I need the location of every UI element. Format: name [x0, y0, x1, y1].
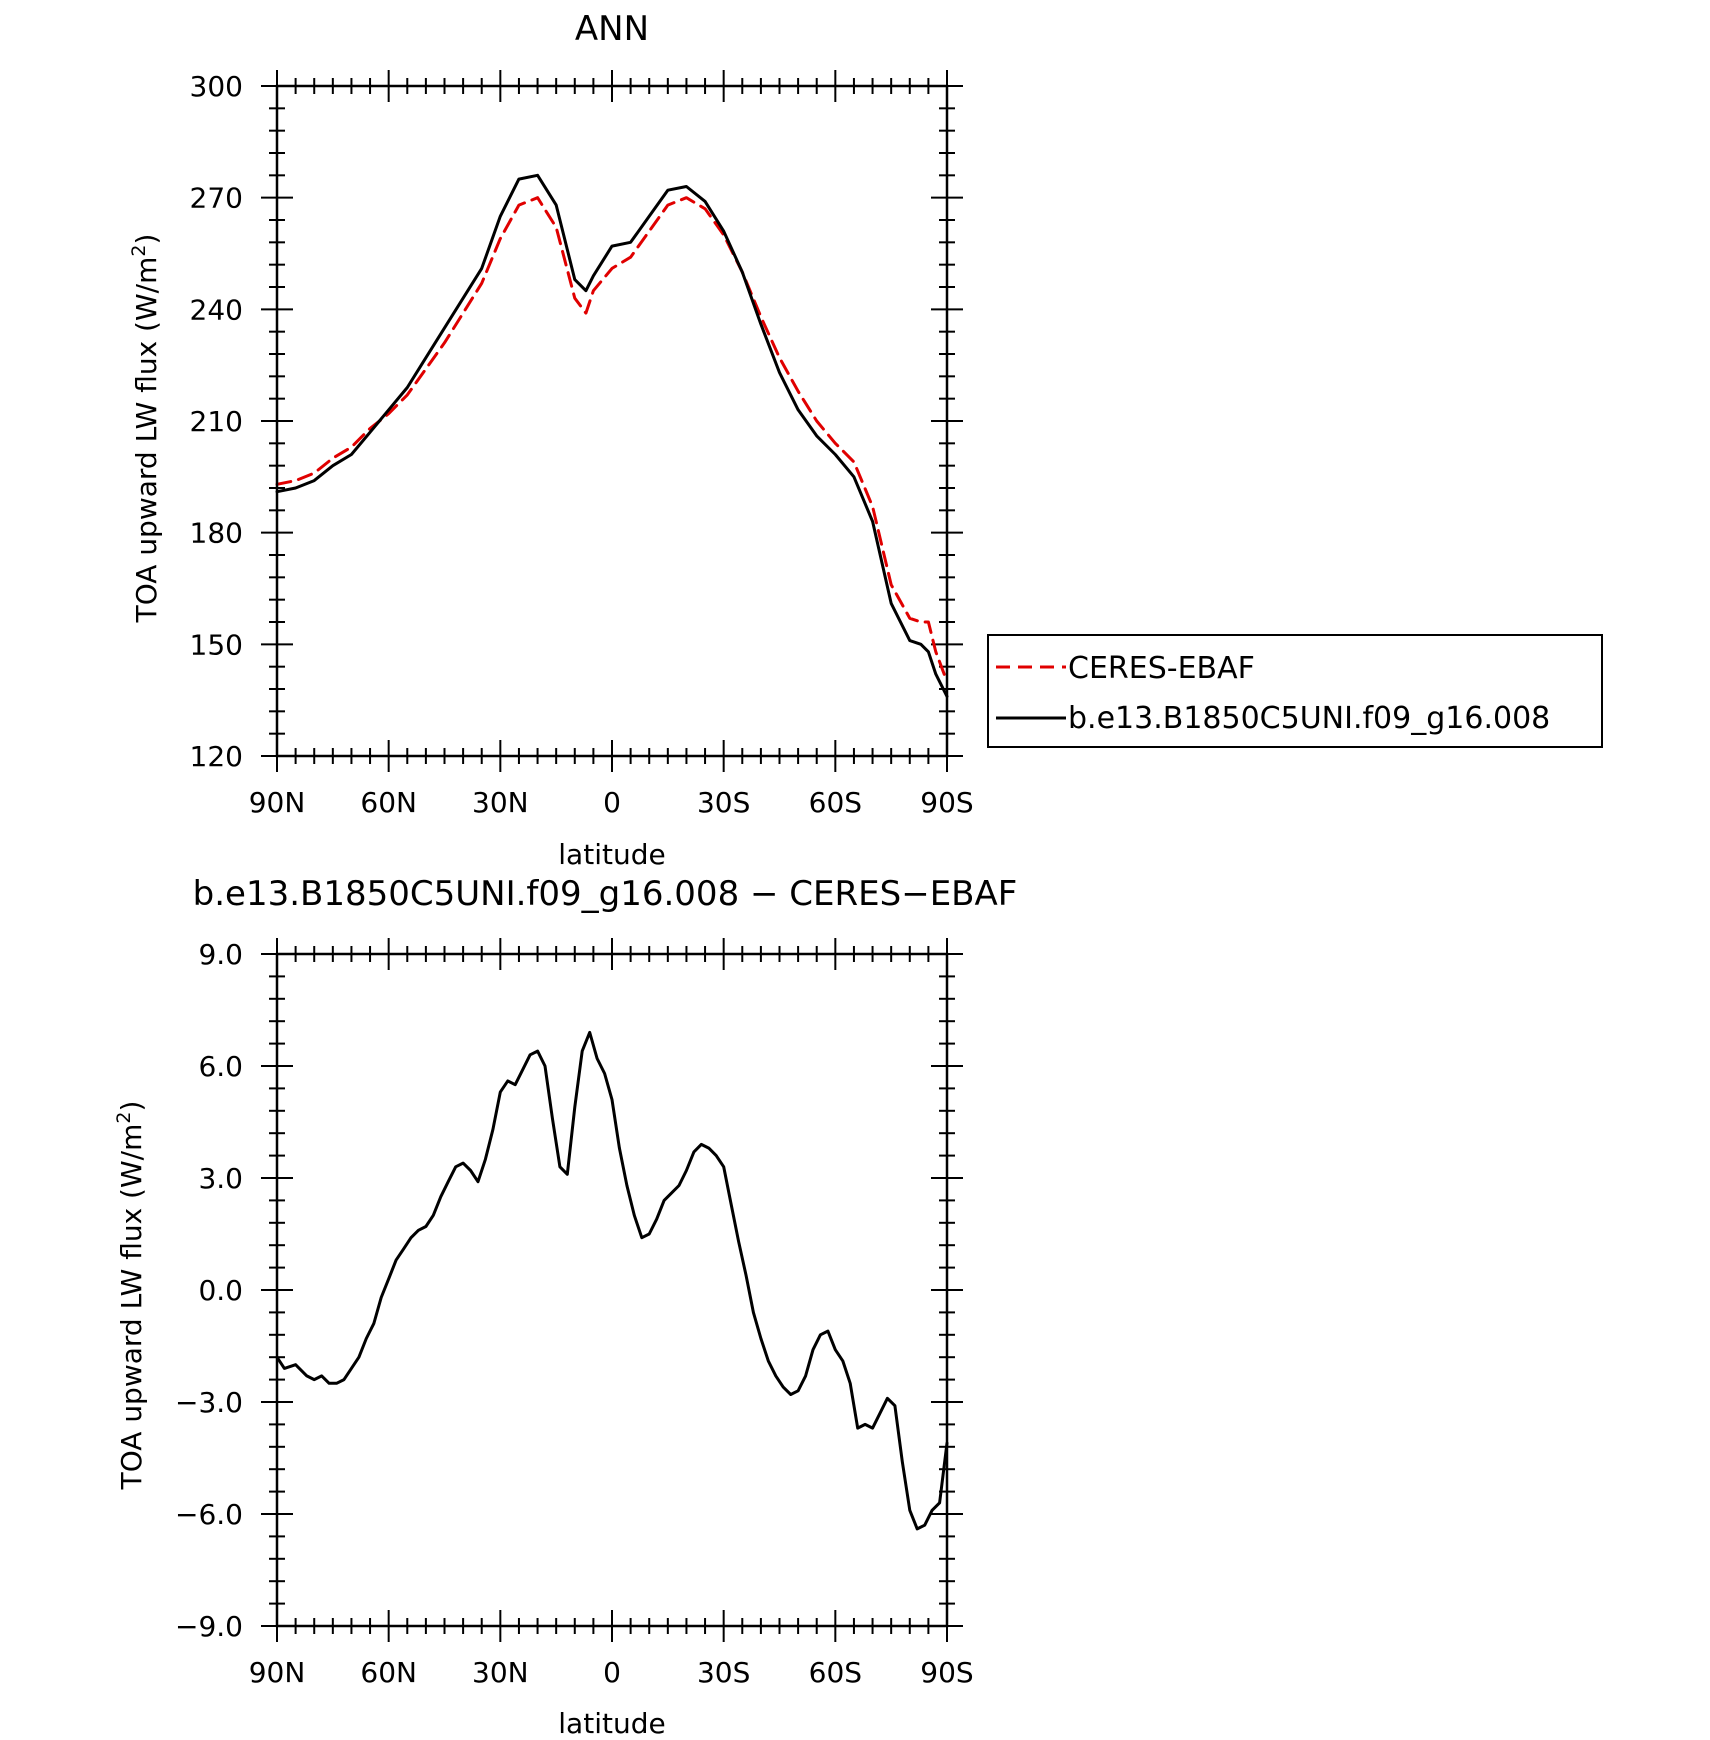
y-tick-label: −6.0 [175, 1498, 243, 1531]
y-tick-label: 3.0 [198, 1162, 243, 1195]
y-tick-label: 210 [190, 405, 243, 438]
y-tick-label: 180 [190, 517, 243, 550]
bottom-series-lines [275, 1030, 949, 1531]
y-tick-label: 240 [190, 293, 243, 326]
series-line-1 [275, 173, 949, 698]
bottom-y-axis-label-superscript: 2 [113, 1112, 135, 1124]
y-tick-label: 270 [190, 182, 243, 215]
top-axis-ticks [261, 70, 963, 772]
x-tick-label: 90S [920, 786, 973, 819]
top-plot-frame [275, 84, 949, 758]
bottom-plot-frame [275, 952, 949, 1628]
bottom-y-axis-label: TOA upward LW flux (W/m2) [113, 1101, 148, 1491]
x-tick-label: 60N [360, 1656, 417, 1689]
top-x-axis-label: latitude [558, 838, 665, 871]
top-y-axis-label: TOA upward LW flux (W/m2) [128, 234, 163, 624]
bottom-tick-labels: 90N 60N 30N 0 30S 60S 90S −9.0 −6.0 −3.0 0.0 3.0 6.0… [175, 938, 974, 1689]
legend-box [987, 634, 1603, 748]
y-tick-label: 9.0 [198, 938, 243, 971]
bottom-chart-title: b.e13.B1850C5UNI.f09_g16.008 − CERES−EBA… [193, 874, 1018, 914]
x-tick-label: 0 [603, 1656, 621, 1689]
x-tick-label: 30N [472, 1656, 529, 1689]
x-tick-label: 90S [920, 1656, 973, 1689]
x-tick-label: 0 [603, 786, 621, 819]
top-panel: ANN TOA upward LW flux (W/m2) latitude 9… [128, 9, 974, 871]
legend-label-model: b.e13.B1850C5UNI.f09_g16.008 [1068, 701, 1550, 736]
x-tick-label: 60S [809, 786, 862, 819]
y-tick-label: −9.0 [175, 1610, 243, 1643]
x-tick-label: 30N [472, 786, 529, 819]
series-line-0 [275, 196, 949, 684]
x-tick-label: 30S [697, 1656, 750, 1689]
series-line-0 [275, 1030, 949, 1531]
y-tick-label: 150 [190, 628, 243, 661]
x-tick-label: 90N [249, 786, 306, 819]
y-tick-label: 300 [190, 70, 243, 103]
top-series-lines [275, 173, 949, 698]
y-tick-label: −3.0 [175, 1386, 243, 1419]
legend-label-ceres-ebaf: CERES-EBAF [1068, 651, 1255, 686]
bottom-x-axis-label: latitude [558, 1707, 665, 1740]
y-tick-label: 6.0 [198, 1050, 243, 1083]
bottom-panel: b.e13.B1850C5UNI.f09_g16.008 − CERES−EBA… [113, 874, 1017, 1740]
x-tick-label: 90N [249, 1656, 306, 1689]
top-chart-title: ANN [575, 9, 649, 49]
bottom-axis-ticks [261, 938, 963, 1642]
y-tick-label: 120 [190, 740, 243, 773]
legend: CERES-EBAF b.e13.B1850C5UNI.f09_g16.008 [987, 634, 1603, 748]
x-tick-label: 60N [360, 786, 417, 819]
top-y-axis-label-superscript: 2 [128, 245, 150, 257]
x-tick-label: 60S [809, 1656, 862, 1689]
top-tick-labels: 90N 60N 30N 0 30S 60S 90S 120 150 180 210 240 270 300 [190, 70, 974, 819]
x-tick-label: 30S [697, 786, 750, 819]
y-tick-label: 0.0 [198, 1274, 243, 1307]
